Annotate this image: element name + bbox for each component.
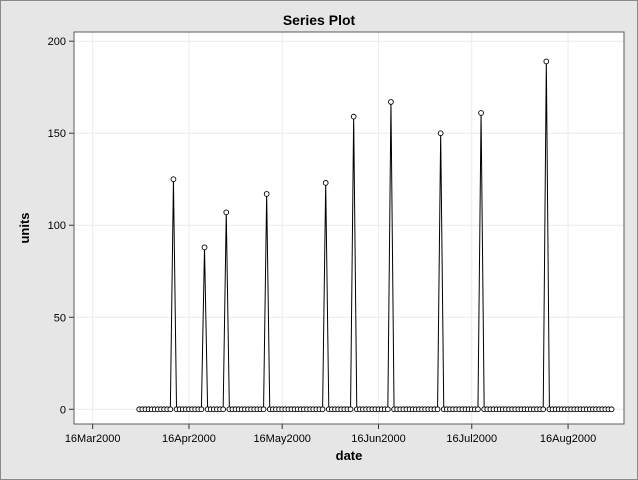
y-axis-label: units — [17, 212, 32, 243]
chart-title: Series Plot — [283, 12, 356, 28]
data-point — [475, 406, 481, 413]
x-axis-ticks: 16Mar2000 16Apr2000 16May2000 16Jun2000 16Ju… — [65, 424, 596, 445]
data-point — [220, 406, 227, 413]
y-tick-label: 50 — [54, 312, 66, 324]
x-tick-label: 16Jun2000 — [351, 433, 405, 445]
data-point — [167, 406, 174, 413]
y-tick-label: 100 — [48, 220, 66, 232]
x-tick-label: 16Mar2000 — [65, 433, 121, 445]
data-point — [198, 406, 205, 413]
data-point — [263, 191, 270, 197]
data-point — [384, 406, 391, 413]
series-group — [136, 58, 615, 413]
x-tick-label: 16Aug2000 — [540, 433, 596, 445]
data-point — [608, 406, 615, 413]
data-point — [319, 406, 326, 413]
data-point — [434, 406, 441, 413]
y-tick-label: 150 — [48, 128, 66, 140]
y-axis-ticks: 0 50 100 150 200 — [48, 36, 74, 416]
data-point — [350, 113, 357, 120]
x-tick-label: 16Jul2000 — [446, 433, 497, 445]
y-tick-label: 200 — [48, 36, 66, 48]
data-point — [388, 99, 394, 105]
data-point — [437, 130, 444, 137]
data-point — [223, 209, 230, 216]
data-point — [478, 110, 484, 116]
data-point — [540, 406, 547, 413]
data-point — [347, 406, 354, 413]
plot-area — [73, 31, 625, 425]
data-point — [543, 58, 550, 65]
data-point — [170, 176, 177, 183]
x-tick-label: 16Apr2000 — [162, 433, 216, 445]
y-tick-label: 0 — [60, 404, 66, 416]
data-point — [201, 244, 208, 251]
data-point — [260, 406, 267, 413]
plot-border — [73, 31, 625, 425]
data-point — [322, 180, 329, 186]
x-axis-label: date — [336, 448, 363, 463]
x-tick-label: 16May2000 — [253, 433, 311, 445]
